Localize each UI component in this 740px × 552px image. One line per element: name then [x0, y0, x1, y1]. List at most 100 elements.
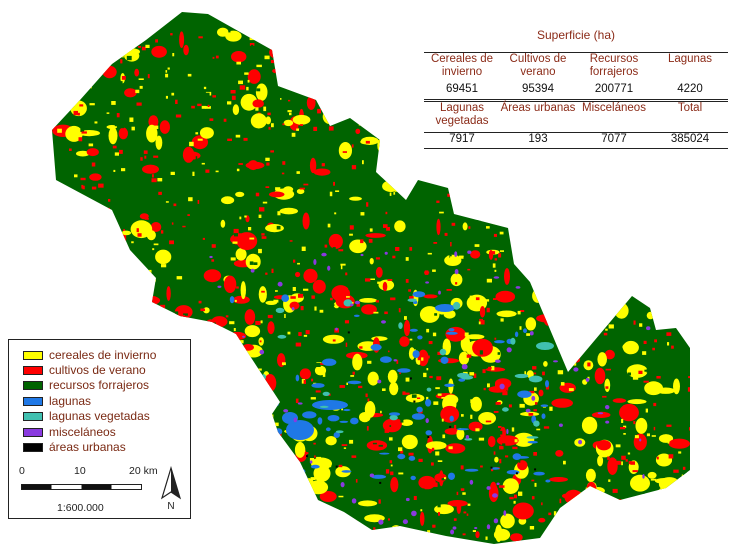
lagoon-patch	[274, 428, 283, 435]
winter-cereal-patch	[478, 412, 496, 425]
winter-cereal-patch	[368, 12, 374, 20]
summer-crop-patch	[395, 247, 400, 251]
summer-crop-patch	[373, 527, 376, 532]
legend-item-cultivos: cultivos de verano	[23, 363, 146, 377]
value-cultivos: 95394	[522, 83, 554, 95]
winter-cereal-patch	[614, 302, 629, 319]
winter-cereal-patch	[621, 418, 624, 423]
winter-cereal-patch	[622, 340, 639, 355]
winter-cereal-patch	[146, 124, 158, 143]
lagoon-patch	[541, 413, 546, 420]
lagoon-patch	[273, 400, 279, 407]
miscellaneous-patch	[496, 482, 500, 486]
summer-crop-patch	[358, 65, 365, 72]
summer-crop-patch	[661, 162, 665, 166]
winter-cereal-patch	[585, 468, 596, 482]
winter-cereal-patch	[597, 352, 607, 367]
summer-crop-patch	[631, 281, 634, 285]
winter-cereal-patch	[394, 220, 406, 233]
forage-patch	[377, 247, 381, 250]
winter-cereal-patch	[642, 351, 647, 355]
forage-patch	[185, 259, 191, 264]
summer-crop-patch	[689, 427, 690, 431]
summer-crop-patch	[83, 321, 86, 326]
forage-patch	[662, 444, 667, 449]
winter-cereal-patch	[598, 269, 602, 273]
summer-crop-patch	[668, 438, 690, 449]
winter-cereal-patch	[511, 427, 515, 432]
winter-cereal-patch	[662, 188, 665, 191]
winter-cereal-patch	[389, 382, 399, 396]
winter-cereal-patch	[109, 317, 111, 322]
header-recursos: Recursos forrajeros	[589, 53, 639, 78]
winter-cereal-patch	[647, 471, 657, 479]
summer-crop-patch	[309, 12, 313, 15]
forage-patch	[126, 55, 132, 61]
summer-crop-patch	[437, 351, 442, 355]
winter-cereal-patch	[111, 101, 116, 105]
winter-cereal-patch	[623, 425, 627, 428]
lagoon-patch	[514, 331, 519, 338]
summer-crop-patch	[432, 542, 437, 544]
winter-cereal-patch	[65, 125, 83, 142]
winter-cereal-patch	[113, 279, 116, 283]
forage-patch	[443, 153, 446, 158]
winter-cereal-patch	[241, 529, 258, 544]
winter-cereal-patch	[405, 393, 425, 403]
forage-patch	[332, 247, 336, 250]
summer-crop-patch	[586, 481, 597, 496]
summer-crop-patch	[596, 243, 601, 248]
winter-cereal-patch	[409, 338, 413, 341]
value-total: 385024	[670, 133, 710, 145]
winter-cereal-patch	[279, 207, 298, 215]
winter-cereal-patch	[322, 372, 326, 377]
summer-crop-patch	[569, 499, 586, 515]
forage-patch	[467, 473, 472, 477]
urban-area-patch	[335, 465, 338, 468]
forage-patch	[249, 376, 255, 380]
winter-cereal-patch	[327, 223, 331, 228]
winter-cereal-patch	[400, 419, 414, 427]
winter-cereal-patch	[466, 158, 471, 161]
summer-crop-patch	[52, 265, 53, 271]
winter-cereal-patch	[608, 498, 619, 509]
summer-crop-patch	[440, 405, 460, 423]
lagoon-patch	[291, 467, 306, 476]
summer-crop-patch	[678, 487, 684, 491]
summer-crop-patch	[423, 294, 438, 299]
winter-cereal-patch	[263, 106, 267, 112]
forage-patch	[220, 545, 225, 550]
summer-crop-patch	[144, 25, 151, 29]
summer-crop-patch	[285, 465, 289, 471]
winter-cereal-patch	[469, 372, 475, 376]
winter-cereal-patch	[167, 67, 170, 70]
winter-cereal-patch	[120, 54, 124, 58]
winter-cereal-patch	[459, 255, 464, 258]
miscellaneous-patch	[327, 265, 331, 271]
winter-cereal-patch	[486, 226, 490, 229]
summer-crop-patch	[52, 268, 57, 272]
summer-crop-patch	[383, 224, 388, 228]
lagoon-patch	[448, 328, 455, 332]
summer-crop-patch	[77, 112, 80, 116]
summer-crop-patch	[567, 386, 573, 388]
winter-cereal-patch	[639, 323, 643, 327]
winter-cereal-patch	[100, 62, 104, 67]
forage-patch	[64, 526, 68, 531]
forage-patch	[208, 530, 211, 534]
miscellaneous-patch	[438, 290, 441, 295]
forage-patch	[207, 398, 211, 402]
miscellaneous-patch	[232, 425, 235, 429]
summer-crop-patch	[86, 148, 99, 157]
winter-cereal-patch	[405, 153, 411, 156]
summer-crop-patch	[533, 452, 537, 456]
summer-crop-patch	[227, 531, 232, 535]
winter-cereal-patch	[121, 230, 132, 236]
forage-patch	[329, 304, 335, 306]
winter-cereal-patch	[458, 180, 463, 183]
winter-cereal-patch	[487, 154, 498, 171]
forage-patch	[235, 96, 240, 99]
forage-patch	[553, 463, 558, 469]
vegetated-lagoon-patch	[461, 375, 474, 380]
winter-cereal-patch	[209, 332, 214, 337]
